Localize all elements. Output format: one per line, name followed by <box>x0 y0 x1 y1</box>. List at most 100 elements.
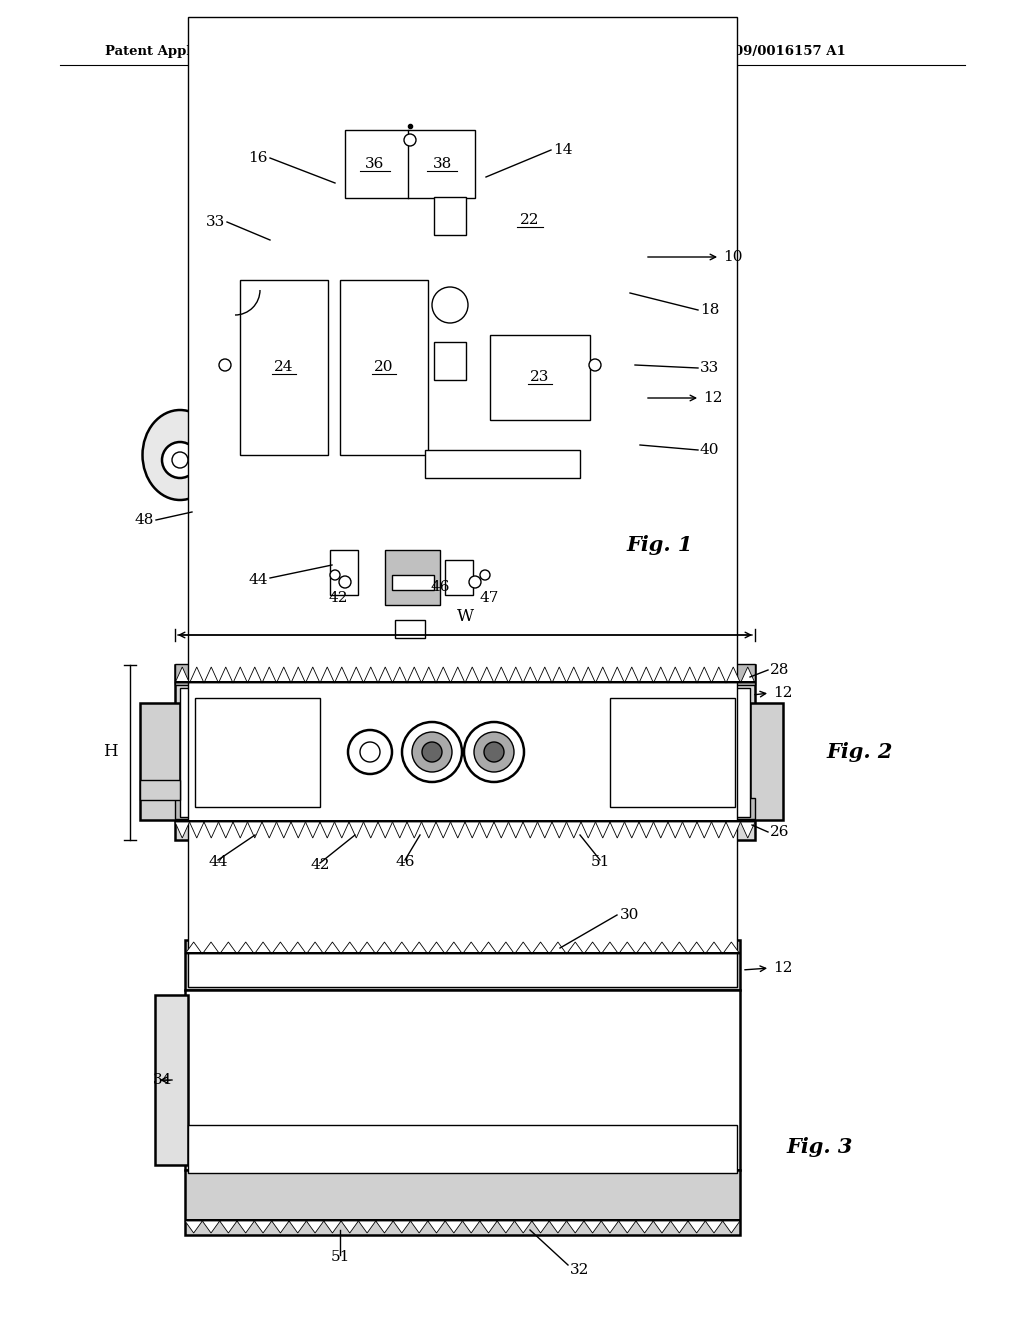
Polygon shape <box>445 1221 463 1233</box>
Polygon shape <box>596 822 610 838</box>
Polygon shape <box>411 1221 428 1233</box>
Circle shape <box>589 359 601 371</box>
Bar <box>175 664 755 685</box>
Polygon shape <box>740 822 755 838</box>
Text: 46: 46 <box>430 579 450 594</box>
Polygon shape <box>341 1221 358 1233</box>
Polygon shape <box>514 942 531 954</box>
Text: 38: 38 <box>432 157 452 172</box>
Polygon shape <box>566 1221 584 1233</box>
Bar <box>188 17 737 987</box>
Text: 51: 51 <box>331 1250 349 1265</box>
Polygon shape <box>204 822 218 838</box>
Text: 44: 44 <box>208 855 227 869</box>
Bar <box>175 799 755 818</box>
Polygon shape <box>393 942 411 954</box>
Polygon shape <box>364 822 378 838</box>
Text: 30: 30 <box>620 908 639 921</box>
Text: 23: 23 <box>530 370 550 384</box>
Polygon shape <box>566 942 584 954</box>
Polygon shape <box>364 667 378 682</box>
Polygon shape <box>254 942 271 954</box>
Polygon shape <box>237 942 254 954</box>
Polygon shape <box>584 1221 601 1233</box>
Polygon shape <box>712 822 726 838</box>
Polygon shape <box>428 1221 445 1233</box>
Circle shape <box>480 570 490 579</box>
Ellipse shape <box>219 135 601 597</box>
Polygon shape <box>498 942 514 954</box>
Polygon shape <box>509 822 523 838</box>
Circle shape <box>162 442 198 478</box>
Text: W: W <box>457 609 473 624</box>
Polygon shape <box>740 667 755 682</box>
Polygon shape <box>407 667 422 682</box>
Text: 20: 20 <box>374 360 394 374</box>
Polygon shape <box>480 942 498 954</box>
Bar <box>392 576 434 590</box>
Polygon shape <box>248 822 262 838</box>
Polygon shape <box>185 1221 203 1233</box>
Polygon shape <box>463 942 480 954</box>
Circle shape <box>484 742 504 762</box>
Text: 22: 22 <box>520 213 540 227</box>
Text: 36: 36 <box>366 157 385 172</box>
Polygon shape <box>697 667 712 682</box>
Circle shape <box>402 722 462 781</box>
Polygon shape <box>203 1221 220 1233</box>
Polygon shape <box>262 822 276 838</box>
Polygon shape <box>726 822 740 838</box>
Polygon shape <box>358 1221 376 1233</box>
Polygon shape <box>549 1221 566 1233</box>
Polygon shape <box>220 1221 237 1233</box>
Text: 12: 12 <box>773 686 793 700</box>
Text: 24: 24 <box>274 360 294 374</box>
Polygon shape <box>653 1221 671 1233</box>
Polygon shape <box>683 667 697 682</box>
Ellipse shape <box>195 110 625 620</box>
Polygon shape <box>601 942 618 954</box>
Text: 34: 34 <box>153 1073 172 1086</box>
Polygon shape <box>538 667 552 682</box>
Polygon shape <box>610 667 625 682</box>
Polygon shape <box>341 942 358 954</box>
Polygon shape <box>233 822 248 838</box>
Bar <box>340 280 428 455</box>
Bar <box>445 560 473 595</box>
Polygon shape <box>393 1221 411 1233</box>
Polygon shape <box>712 667 726 682</box>
Polygon shape <box>324 942 341 954</box>
Polygon shape <box>653 667 668 682</box>
Polygon shape <box>463 1221 480 1233</box>
Polygon shape <box>376 942 393 954</box>
Text: 12: 12 <box>773 961 793 975</box>
Text: Fig. 2: Fig. 2 <box>826 742 893 762</box>
Circle shape <box>464 722 524 781</box>
Polygon shape <box>552 667 566 682</box>
Polygon shape <box>306 1221 324 1233</box>
Bar <box>175 820 755 822</box>
Polygon shape <box>189 667 204 682</box>
Polygon shape <box>538 822 552 838</box>
Text: US 2009/0016157 A1: US 2009/0016157 A1 <box>690 45 846 58</box>
Polygon shape <box>636 942 653 954</box>
Polygon shape <box>324 1221 341 1233</box>
Polygon shape <box>726 667 740 682</box>
Polygon shape <box>479 822 494 838</box>
Bar <box>140 704 180 820</box>
Polygon shape <box>480 150 605 310</box>
Polygon shape <box>683 822 697 838</box>
Bar <box>185 952 740 954</box>
Polygon shape <box>254 1221 271 1233</box>
Polygon shape <box>653 942 671 954</box>
Bar <box>188 1125 737 1173</box>
Polygon shape <box>625 667 639 682</box>
Polygon shape <box>514 1221 531 1233</box>
Polygon shape <box>175 667 189 682</box>
FancyBboxPatch shape <box>217 162 613 558</box>
Polygon shape <box>319 822 335 838</box>
Polygon shape <box>549 942 566 954</box>
Bar <box>195 698 319 807</box>
Polygon shape <box>671 942 688 954</box>
Polygon shape <box>378 667 392 682</box>
